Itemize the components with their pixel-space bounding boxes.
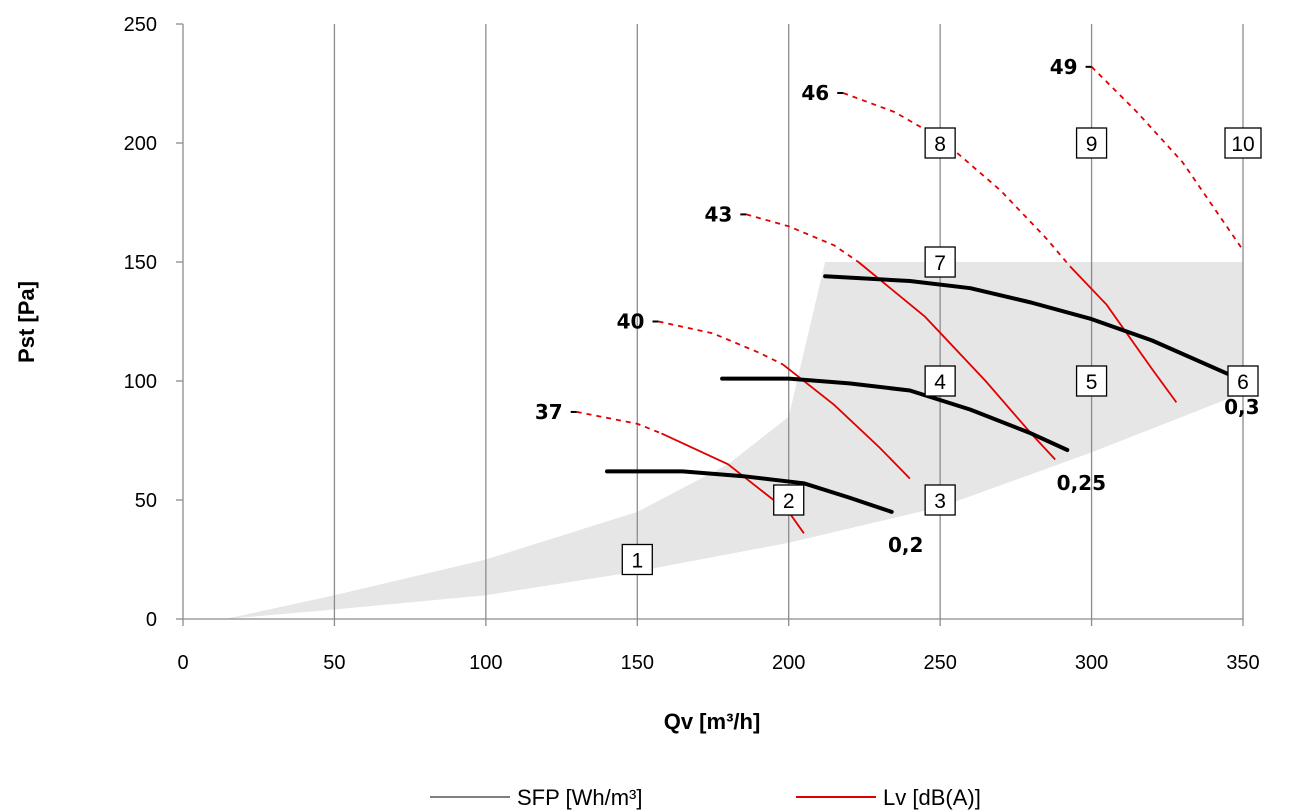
noise-curve-solid-37 [661,432,805,534]
sfp-curve-0,25 [720,376,1070,452]
x-tick-label-50: 50 [323,652,345,674]
x-tick-label-300: 300 [1075,652,1108,674]
noise-curve-dashed-46 [842,92,1072,268]
x-tick-label-0: 0 [177,652,188,674]
y-tick-label-50: 50 [135,490,157,512]
noise-curve-dashed-49 [1090,66,1244,251]
y-tick-label-150: 150 [124,252,157,274]
legend-lv-label: Lv [dB(A)] [883,785,981,810]
noise-curve-solid-40 [782,363,911,480]
operating-point-label-10: 10 [1231,133,1254,156]
noise-curve-solid-46 [1069,266,1178,403]
operating-point-label-5: 5 [1086,371,1098,394]
grid-lines [333,24,1244,619]
operating-area-fill [225,262,1243,619]
operating-point-box-7 [924,246,956,278]
x-tick-label-200: 200 [772,652,805,674]
noise-curve-solid-43 [857,261,1056,461]
operating-point-box-5 [1075,365,1108,397]
y-tick-label-200: 200 [124,133,157,155]
operating-point-label-4: 4 [934,371,946,394]
operating-point-label-1: 1 [631,550,643,573]
noise-curve-dashed-37 [576,411,662,435]
operating-point-box-9 [1075,127,1108,159]
operating-point-box-2 [773,484,805,516]
operating-point-box-4 [924,365,956,397]
operating-point-label-2: 2 [783,490,795,513]
sfp-curves [605,274,1230,514]
x-tick-label-150: 150 [621,652,654,674]
noise-curve-dashed-40 [658,320,784,366]
sfp-curve-label-0,25: 0,25 [1057,471,1106,495]
y-tick-label-250: 250 [124,14,157,36]
operating-point-label-3: 3 [934,490,946,513]
noise-curve-label-49: 49 [1050,55,1078,79]
noise-curves [570,65,1244,534]
operating-point-box-10 [1224,127,1262,159]
operating-point-label-9: 9 [1086,133,1098,156]
sfp-curve-label-0,3: 0,3 [1224,395,1259,419]
operating-point-box-3 [924,484,956,516]
y-axis-title: Pst [Pa] [14,281,39,363]
y-tick-label-100: 100 [124,371,157,393]
legend-sfp-label: SFP [Wh/m³] [517,785,643,810]
operating-points: 1 2 3 4 5 6 7 8 9 10 [621,127,1262,576]
operating-point-label-6: 6 [1237,371,1249,394]
operating-point-box-1 [621,543,653,576]
y-tick-label-0: 0 [146,609,157,631]
sfp-curve-0,3 [823,274,1230,376]
operating-point-box-6 [1227,365,1259,397]
noise-curve-label-37: 37 [535,400,563,424]
x-tick-label-250: 250 [923,652,956,674]
x-axis-title: Qv [m³/h] [664,709,761,734]
sfp-curve-label-0,2: 0,2 [888,533,923,557]
x-tick-label-350: 350 [1226,652,1259,674]
sfp-curve-0,2 [605,469,894,514]
operating-point-box-8 [924,127,956,159]
noise-curve-label-46: 46 [801,81,829,105]
tick-labels: 0 50 100 150 200 250 300 350 0 50 100 150 200 250 [124,14,1260,674]
noise-curve-label-43: 43 [704,202,732,226]
noise-curve-dashed-43 [746,213,859,263]
operating-point-label-8: 8 [934,133,946,156]
x-tick-label-100: 100 [469,652,502,674]
legend: SFP [Wh/m³] Lv [dB(A)] [430,785,981,810]
operating-point-label-7: 7 [934,252,946,275]
noise-curve-label-40: 40 [617,310,645,334]
axes [176,23,1244,626]
operating-area [225,262,1243,619]
